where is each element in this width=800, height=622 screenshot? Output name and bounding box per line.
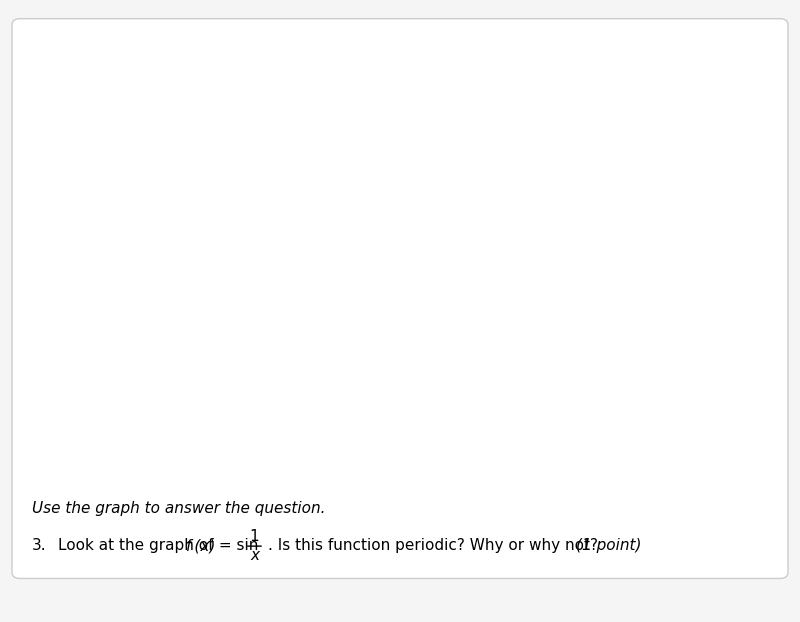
Text: 0: 0 [65,243,74,257]
Text: x: x [250,548,259,563]
Text: 0.02: 0.02 [225,290,255,305]
Text: . Is this function periodic? Why or why not?: . Is this function periodic? Why or why … [268,539,598,554]
Text: = sin: = sin [214,539,262,554]
Text: 3.: 3. [32,539,46,554]
Text: Use the graph to answer the question.: Use the graph to answer the question. [32,501,326,516]
Text: -1: -1 [60,407,74,422]
Text: 0.01: 0.01 [145,290,175,305]
Text: 0.03: 0.03 [305,290,335,305]
Text: 1: 1 [250,529,259,544]
Text: 0.04: 0.04 [385,290,415,305]
Text: Look at the graph of: Look at the graph of [58,539,218,554]
Text: (1 point): (1 point) [576,539,642,554]
Text: 1: 1 [65,126,74,140]
Text: x: x [528,265,538,282]
Text: 0.05: 0.05 [465,290,495,305]
Text: f (x): f (x) [186,539,215,554]
Text: y: y [75,42,85,59]
